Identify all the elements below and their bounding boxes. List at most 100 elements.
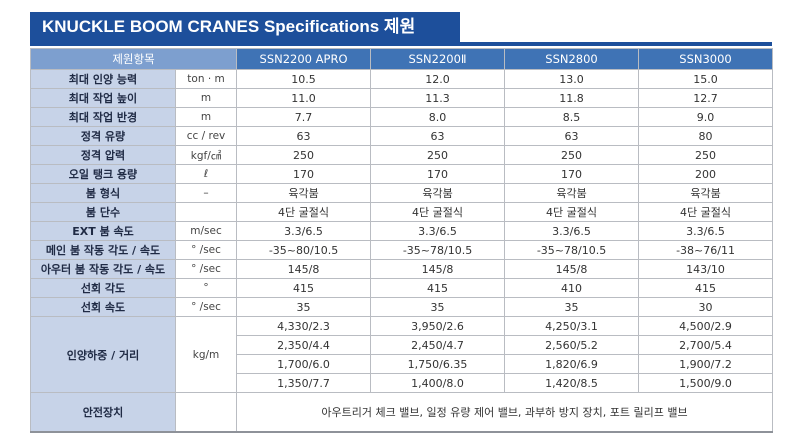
spec-value: 145/8	[504, 259, 640, 279]
spec-row: 최대 인양 능력 ton · m 10.5 12.0 13.0 15.0	[30, 69, 774, 89]
spec-value: 63	[236, 126, 372, 146]
spec-value: 육각붐	[370, 183, 506, 203]
spec-unit: ° /sec	[174, 240, 238, 260]
spec-row: EXT 붐 속도 m/sec 3.3/6.5 3.3/6.5 3.3/6.5 3.3/6.…	[30, 221, 774, 241]
spec-value: 8.0	[370, 107, 506, 127]
spec-row: 선회 속도 ° /sec 35 35 35 30	[30, 297, 774, 317]
spec-value: 육각붐	[638, 183, 774, 203]
header-item-label: 제원항목	[29, 48, 238, 70]
spec-value: 170	[370, 164, 506, 184]
load-value: 1,420/8.5	[504, 373, 640, 393]
safety-unit	[174, 392, 238, 433]
spec-value: 145/8	[236, 259, 372, 279]
spec-value: 4단 굴절식	[370, 202, 506, 222]
load-value: 1,350/7.7	[236, 373, 372, 393]
spec-value: 4단 굴절식	[504, 202, 640, 222]
spec-value: 11.0	[236, 88, 372, 108]
spec-unit: ° /sec	[174, 259, 238, 279]
spec-value: 15.0	[638, 69, 774, 89]
spec-value: -35~78/10.5	[504, 240, 640, 260]
spec-unit: m	[174, 107, 238, 127]
spec-row: 최대 작업 반경 m 7.7 8.0 8.5 9.0	[30, 107, 774, 127]
load-label: 인양하중 / 거리	[30, 316, 176, 393]
load-value: 4,500/2.9	[638, 316, 774, 336]
spec-label: 붐 형식	[30, 183, 176, 203]
spec-row: 정격 압력 kgf/㎠ 250 250 250 250	[30, 145, 774, 165]
spec-label: 선회 각도	[30, 278, 176, 298]
load-value: 1,700/6.0	[236, 354, 372, 374]
spec-row: 붐 단수 4단 굴절식 4단 굴절식 4단 굴절식 4단 굴절식	[30, 202, 774, 222]
spec-label: 선회 속도	[30, 297, 176, 317]
load-value: 3,950/2.6	[370, 316, 506, 336]
spec-value: 30	[638, 297, 774, 317]
load-unit: kg/m	[174, 316, 238, 393]
spec-unit: ℓ	[174, 164, 238, 184]
spec-value: 170	[236, 164, 372, 184]
spec-value: 250	[638, 145, 774, 165]
load-value: 2,350/4.4	[236, 335, 372, 355]
load-value: 4,330/2.3	[236, 316, 372, 336]
load-value: 1,900/7.2	[638, 354, 774, 374]
spec-unit: –	[174, 183, 238, 203]
spec-value: 4단 굴절식	[638, 202, 774, 222]
spec-unit: ° /sec	[174, 297, 238, 317]
load-row: 인양하중 / 거리 kg/m 4,330/2.3 3,950/2.6 4,250/3.1…	[30, 316, 774, 393]
spec-value: 12.7	[638, 88, 774, 108]
spec-label: 메인 붐 작동 각도 / 속도	[30, 240, 176, 260]
spec-value: 10.5	[236, 69, 372, 89]
spec-value: -35~78/10.5	[370, 240, 506, 260]
spec-value: 7.7	[236, 107, 372, 127]
spec-unit: m	[174, 88, 238, 108]
spec-table: 제원항목 SSN2200 APRO SSN2200Ⅱ SSN2800 SSN30…	[29, 48, 774, 433]
spec-value: 3.3/6.5	[370, 221, 506, 241]
spec-label: 붐 단수	[30, 202, 176, 222]
load-row: 1,350/7.7 1,400/8.0 1,420/8.5 1,500/9.0	[31, 373, 774, 393]
header-model: SSN2200Ⅱ	[370, 48, 506, 70]
load-value: 1,820/6.9	[504, 354, 640, 374]
spec-label: 아우터 붐 작동 각도 / 속도	[30, 259, 176, 279]
spec-value: 170	[504, 164, 640, 184]
spec-unit: ton · m	[174, 69, 238, 89]
spec-value: 육각붐	[504, 183, 640, 203]
spec-label: 오일 탱크 용량	[30, 164, 176, 184]
spec-value: 3.3/6.5	[236, 221, 372, 241]
spec-label: 최대 작업 높이	[30, 88, 176, 108]
header-row: 제원항목 SSN2200 APRO SSN2200Ⅱ SSN2800 SSN30…	[29, 48, 774, 70]
spec-value: 415	[236, 278, 372, 298]
spec-value: 63	[504, 126, 640, 146]
page-title: KNUCKLE BOOM CRANES Specifications 제원	[30, 12, 460, 42]
spec-value: 63	[370, 126, 506, 146]
spec-body: 최대 인양 능력 ton · m 10.5 12.0 13.0 15.0 최대 작업 높이 m…	[30, 69, 774, 433]
spec-value: 4단 굴절식	[236, 202, 372, 222]
safety-text: 아우트리거 체크 밸브, 일정 유량 제어 밸브, 과부하 방지 장치, 포트 …	[236, 392, 774, 433]
safety-label: 안전장치	[30, 392, 176, 433]
load-value: 1,500/9.0	[638, 373, 774, 393]
load-value: 1,750/6.35	[370, 354, 506, 374]
spec-value: -38~76/11	[638, 240, 774, 260]
load-value: 2,560/5.2	[504, 335, 640, 355]
spec-value: 80	[638, 126, 774, 146]
spec-value: 육각붐	[236, 183, 372, 203]
spec-row: 최대 작업 높이 m 11.0 11.3 11.8 12.7	[30, 88, 774, 108]
load-row: 2,350/4.4 2,450/4.7 2,560/5.2 2,700/5.4	[31, 335, 774, 355]
spec-value: 35	[236, 297, 372, 317]
spec-row: 선회 각도 ° 415 415 410 415	[30, 278, 774, 298]
spec-value: 11.3	[370, 88, 506, 108]
safety-row: 안전장치 아우트리거 체크 밸브, 일정 유량 제어 밸브, 과부하 방지 장치,…	[30, 392, 774, 433]
load-value: 4,250/3.1	[504, 316, 640, 336]
spec-row: 오일 탱크 용량 ℓ 170 170 170 200	[30, 164, 774, 184]
spec-label: 최대 인양 능력	[30, 69, 176, 89]
spec-unit: kgf/㎠	[174, 145, 238, 165]
spec-value: 3.3/6.5	[638, 221, 774, 241]
spec-label: 최대 작업 반경	[30, 107, 176, 127]
header-model: SSN2200 APRO	[236, 48, 372, 70]
spec-row: 아우터 붐 작동 각도 / 속도 ° /sec 145/8 145/8 145/8 143…	[30, 259, 774, 279]
spec-unit: m/sec	[174, 221, 238, 241]
title-divider	[30, 42, 772, 46]
spec-value: 35	[504, 297, 640, 317]
spec-value: -35~80/10.5	[236, 240, 372, 260]
spec-value: 415	[638, 278, 774, 298]
spec-value: 3.3/6.5	[504, 221, 640, 241]
load-value: 2,450/4.7	[370, 335, 506, 355]
header-model: SSN2800	[504, 48, 640, 70]
